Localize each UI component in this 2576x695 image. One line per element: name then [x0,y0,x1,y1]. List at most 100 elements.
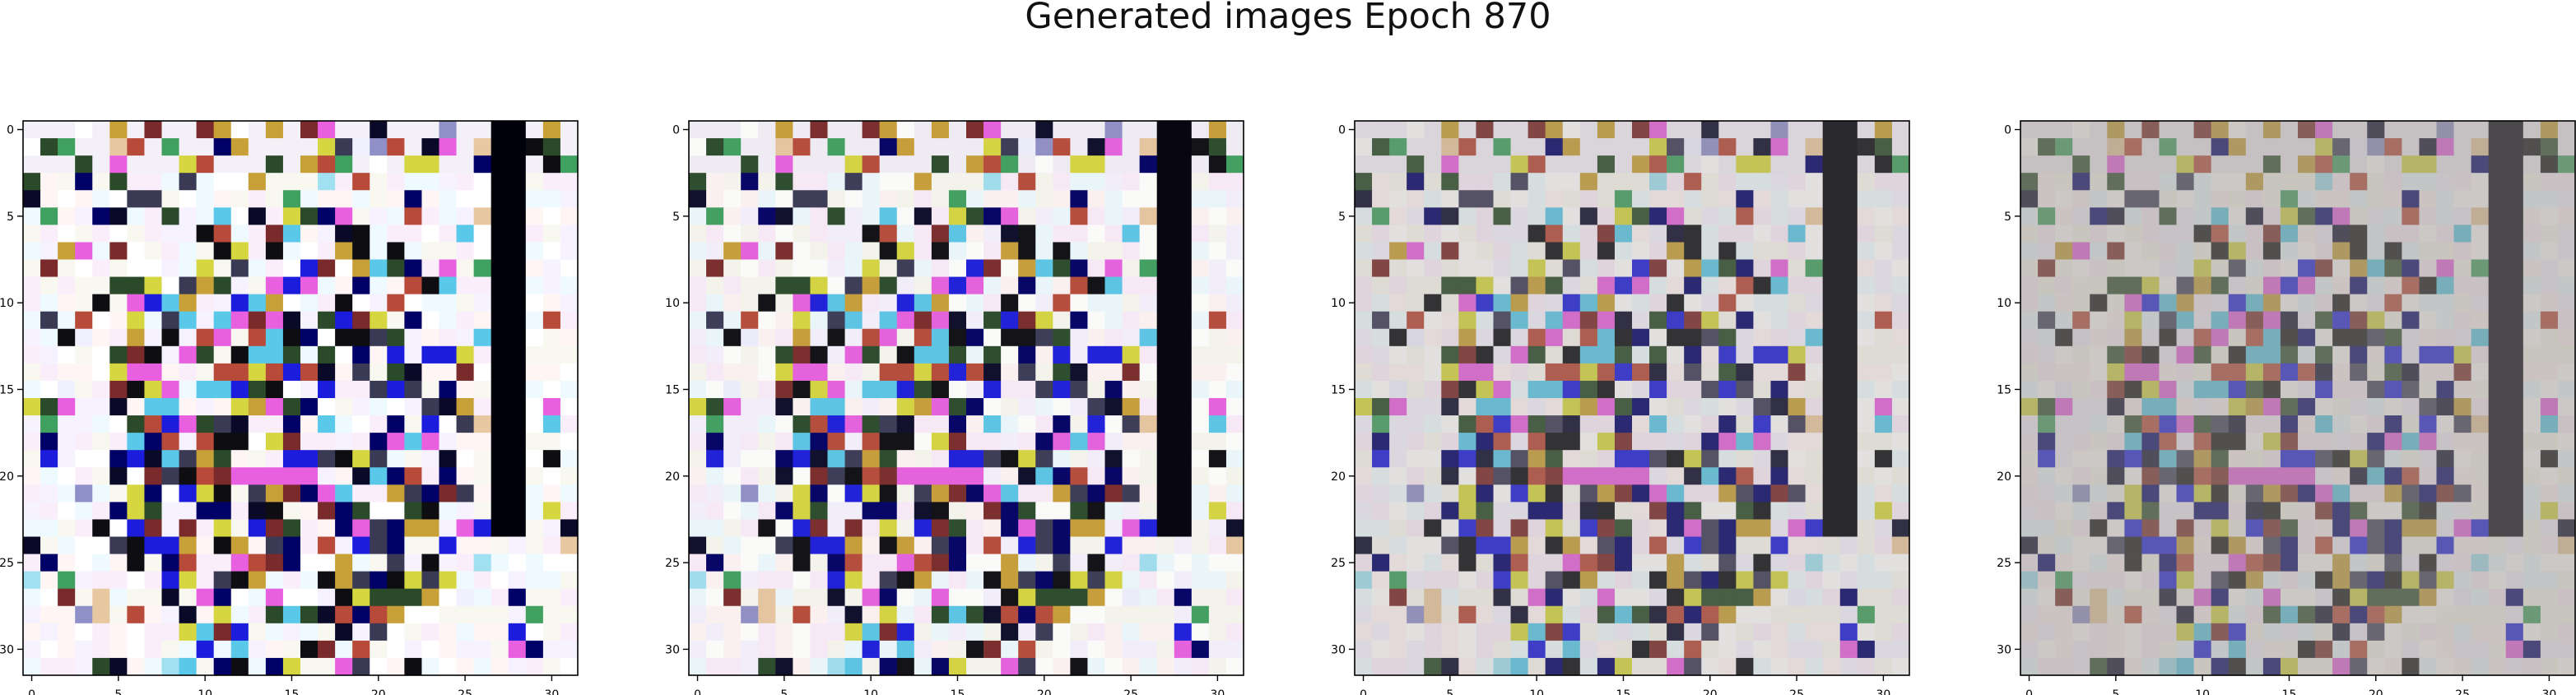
image-cell [1805,225,1824,243]
image-cell [473,605,492,624]
image-cell [1035,536,1053,554]
image-cell [1018,571,1036,590]
image-cell [1736,155,1754,174]
image-cell [2505,519,2524,537]
image-cell [2367,345,2385,364]
image-cell [1701,484,1719,503]
image-cell [2315,225,2333,243]
image-cell [2453,467,2472,485]
image-cell [2020,207,2039,225]
image-cell [265,363,284,382]
image-cell [844,345,863,364]
image-cell [2402,640,2420,659]
image-cell [2505,398,2524,416]
image-cell [1614,554,1633,572]
image-cell [421,311,439,330]
image-cell [58,502,76,520]
image-cell [491,588,509,607]
image-cell [827,328,845,347]
image-cell [1191,450,1210,468]
image-cell [2262,415,2281,433]
image-cell [1649,363,1667,382]
image-cell [439,207,457,225]
image-cell [689,363,707,382]
image-cell [1667,225,1685,243]
image-cell [2090,259,2108,277]
image-cell [127,640,145,659]
image-cell [1087,173,1105,191]
image-cell [473,345,492,364]
image-cell [2523,345,2541,364]
image-cell [1441,657,1459,676]
image-cell [2488,519,2507,537]
image-cell [1458,155,1476,174]
image-cell [1001,311,1019,330]
image-cell [1156,467,1175,485]
image-cell [1788,121,1806,139]
image-cell [1104,433,1123,451]
image-cell [1493,311,1511,330]
image-cell [741,121,759,139]
image-cell [1156,121,1175,139]
image-cell [2453,640,2472,659]
y-tick-label: 0 [2004,124,2011,137]
image-cell [92,294,110,313]
image-cell [2211,536,2230,554]
image-cell [473,276,492,295]
image-cell [508,484,527,503]
image-cell [318,121,336,139]
image-cell [2176,380,2195,399]
image-cell [2245,121,2264,139]
image-cell [40,173,58,191]
image-cell [109,294,128,313]
image-cell [2384,155,2402,174]
image-cell [230,294,249,313]
y-tick-label: 30 [1331,643,1346,656]
image-cell [2141,311,2160,330]
image-cell [2262,345,2281,364]
image-cell [1001,276,1019,295]
image-cell [1156,398,1175,416]
image-cell [1614,173,1633,191]
image-cell [2245,311,2264,330]
image-cell [248,433,267,451]
image-cell [75,311,93,330]
image-cell [560,398,579,416]
image-cell [1736,225,1754,243]
image-cell [2505,225,2524,243]
image-cell [689,121,707,139]
image-cell [1857,571,1876,590]
image-cell [1035,433,1053,451]
image-cell [23,225,41,243]
image-cell [2245,657,2264,676]
image-cell [1104,190,1123,208]
image-cell [948,345,967,364]
image-cell [1191,138,1210,156]
image-cell [23,380,41,399]
image-cell [810,294,828,313]
image-cell [1389,588,1407,607]
image-cell [387,433,405,451]
image-cell [1035,484,1053,503]
image-cell [741,138,759,156]
image-cell [2471,121,2490,139]
image-cell [775,554,793,572]
image-cell [404,155,422,174]
image-cell [2141,640,2160,659]
image-cell [2038,571,2056,590]
image-cell [2245,242,2264,260]
image-cell [75,173,93,191]
image-cell [1225,433,1244,451]
image-cell [1156,657,1175,676]
image-cell [1355,519,1373,537]
image-cell [741,640,759,659]
image-cell [2488,467,2507,485]
image-cell [2315,155,2333,174]
image-cell [2505,138,2524,156]
image-cell [2540,398,2559,416]
image-cell [2038,242,2056,260]
image-cell [92,571,110,590]
image-cell [2523,155,2541,174]
image-cell [144,311,162,330]
image-cell [689,345,707,364]
